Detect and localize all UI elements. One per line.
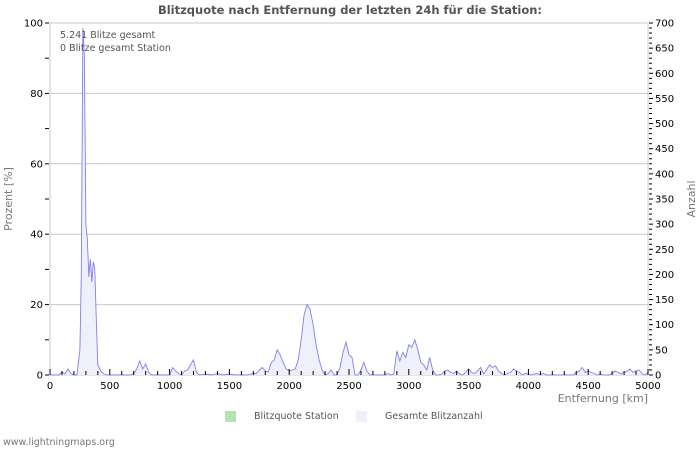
chart-title: Blitzquote nach Entfernung der letzten 2… xyxy=(157,3,543,17)
right-axis-label: Anzahl xyxy=(685,180,698,217)
total-strikes-text: 5.241 Blitze gesamt xyxy=(60,30,156,41)
legend-swatch-total xyxy=(356,411,367,422)
left-tick-label: 100 xyxy=(24,19,43,30)
left-axis-label: Prozent [%] xyxy=(2,167,15,231)
right-tick-label: 400 xyxy=(655,169,674,180)
right-tick-label: 300 xyxy=(655,220,674,231)
right-tick-label: 500 xyxy=(655,119,674,130)
right-tick-label: 150 xyxy=(655,295,674,306)
right-tick-label: 50 xyxy=(655,345,668,356)
legend-item-total: Gesamte Blitzanzahl xyxy=(356,411,483,422)
x-tick-label: 0 xyxy=(47,381,53,392)
legend-label-station: Blitzquote Station xyxy=(254,411,339,422)
right-tick-label: 350 xyxy=(655,195,674,206)
right-tick-label: 550 xyxy=(655,94,674,105)
legend-swatch-station xyxy=(225,411,236,422)
left-tick-label: 80 xyxy=(30,89,43,100)
right-tick-label: 700 xyxy=(655,19,674,30)
right-tick-label: 100 xyxy=(655,320,674,331)
left-tick-label: 60 xyxy=(30,159,43,170)
x-tick-label: 3000 xyxy=(396,381,421,392)
footer-site-link[interactable]: www.lightningmaps.org xyxy=(3,437,115,448)
right-tick-label: 0 xyxy=(655,371,661,382)
right-tick-label: 250 xyxy=(655,245,674,256)
x-tick-label: 2500 xyxy=(336,381,361,392)
left-tick-label: 40 xyxy=(30,230,43,241)
right-tick-label: 650 xyxy=(655,44,674,55)
x-tick-label: 1000 xyxy=(157,381,182,392)
x-tick-label: 500 xyxy=(100,381,119,392)
x-tick-label: 3500 xyxy=(456,381,481,392)
info-box: 5.241 Blitze gesamt 0 Blitze gesamt Stat… xyxy=(60,29,171,55)
legend-item-station: Blitzquote Station xyxy=(225,411,339,422)
x-tick-label: 2000 xyxy=(276,381,301,392)
right-tick-label: 200 xyxy=(655,270,674,281)
total-strikes-area xyxy=(50,28,648,375)
x-axis-label: Entfernung [km] xyxy=(558,392,648,405)
x-tick-label: 5000 xyxy=(635,381,660,392)
left-tick-label: 20 xyxy=(30,300,43,311)
left-tick-label: 0 xyxy=(37,371,43,382)
x-tick-label: 4000 xyxy=(516,381,541,392)
x-tick-label: 1500 xyxy=(217,381,242,392)
x-tick-label: 4500 xyxy=(575,381,600,392)
total-strikes-line xyxy=(50,27,649,376)
station-strikes-text: 0 Blitze gesamt Station xyxy=(60,43,171,54)
right-tick-label: 600 xyxy=(655,69,674,80)
legend-label-total: Gesamte Blitzanzahl xyxy=(385,411,483,422)
right-tick-label: 450 xyxy=(655,144,674,155)
